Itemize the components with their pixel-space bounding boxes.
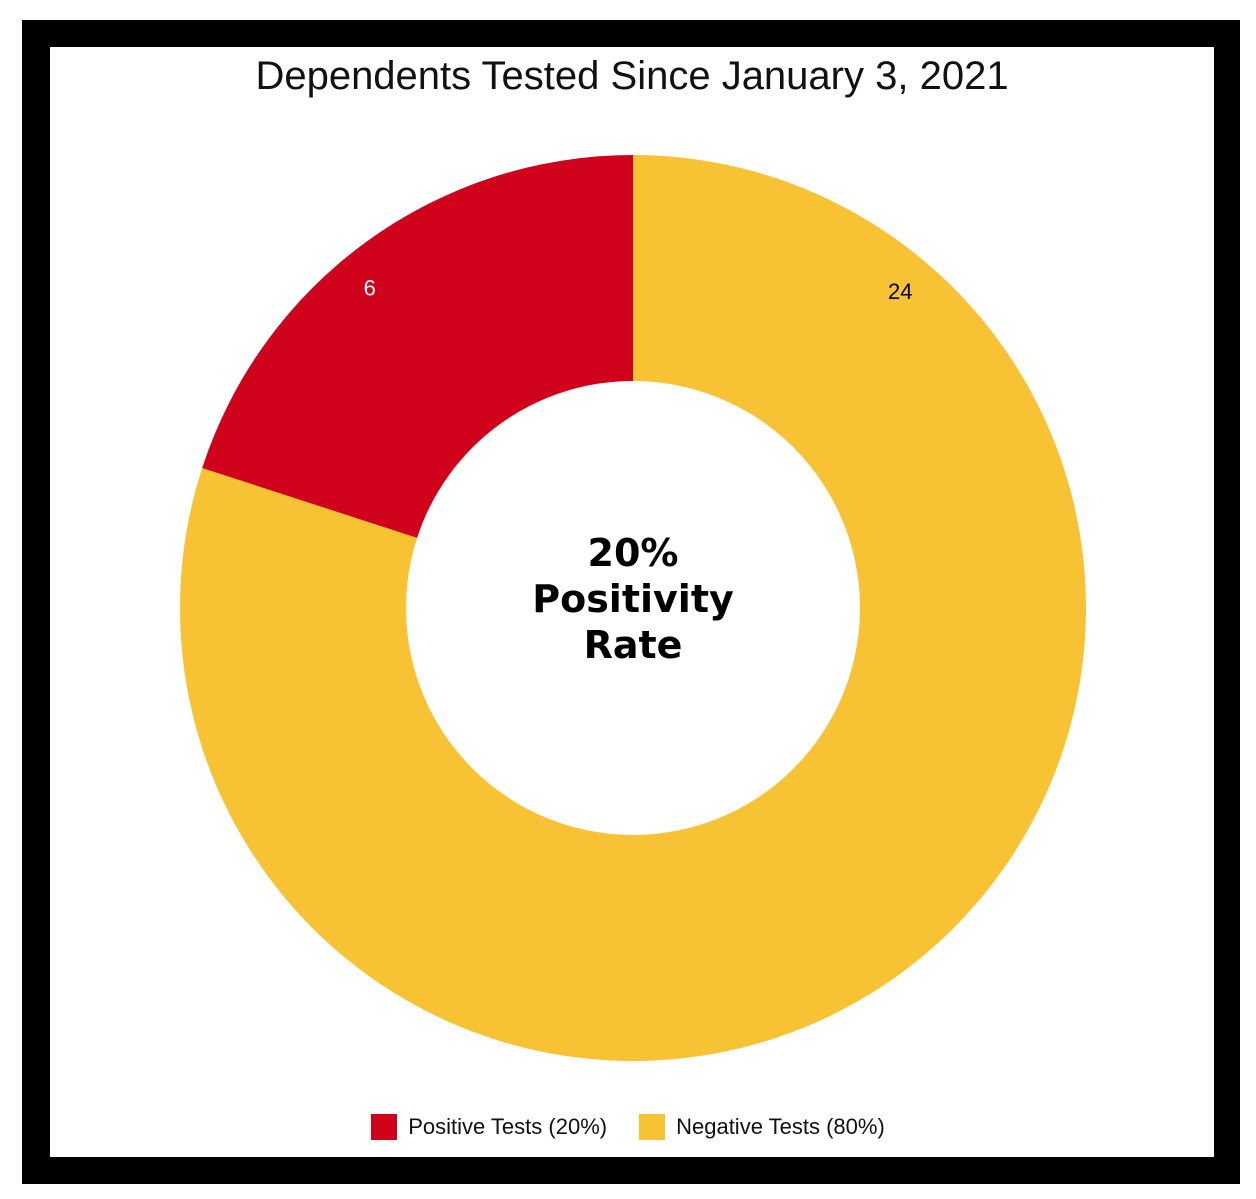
legend-label-positive: Positive Tests (20%) — [408, 1114, 608, 1139]
legend-item-positive[interactable]: Positive Tests (20%) — [371, 1114, 607, 1140]
slice-6[interactable] — [202, 154, 634, 538]
positivity-word: Positivity — [532, 577, 734, 621]
center-label: 20% Positivity Rate — [483, 530, 783, 668]
positivity-percent: 20% — [587, 531, 679, 575]
legend-label-negative: Negative Tests (80%) — [676, 1114, 885, 1139]
slice-label-24: 24 — [888, 279, 912, 304]
legend-swatch-negative — [639, 1114, 666, 1140]
rate-word: Rate — [583, 623, 683, 667]
slice-24[interactable] — [180, 155, 1087, 1061]
legend-item-negative[interactable]: Negative Tests (80%) — [639, 1114, 885, 1140]
slice-label-6: 6 — [364, 276, 376, 301]
legend: Positive Tests (20%) Negative Tests (80%… — [0, 1114, 1256, 1140]
legend-swatch-positive — [371, 1114, 398, 1140]
chart-title: Dependents Tested Since January 3, 2021 — [255, 54, 1009, 98]
